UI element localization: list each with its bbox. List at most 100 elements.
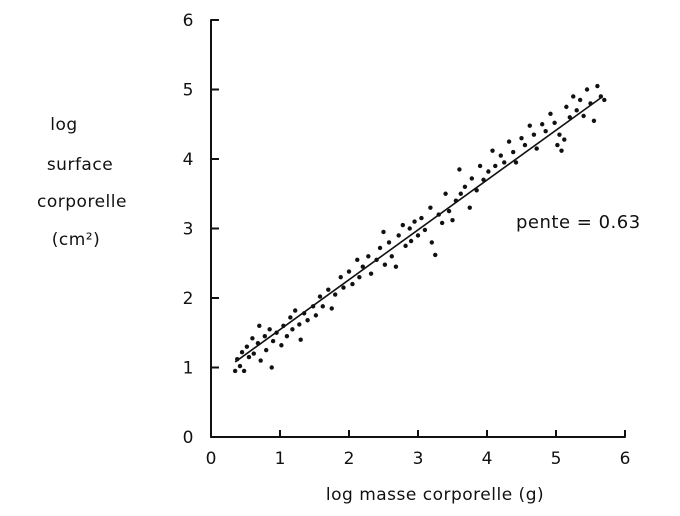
data-point: [237, 363, 243, 369]
data-point: [540, 122, 545, 127]
y-axis-title-line-4: (cm²): [52, 230, 101, 250]
plot-marks: [232, 83, 607, 374]
data-point: [543, 129, 548, 134]
data-point: [511, 149, 516, 155]
data-point: [457, 167, 462, 172]
data-point: [270, 338, 276, 344]
data-point: [577, 97, 583, 103]
x-tick-label: 6: [620, 449, 631, 469]
x-tick-label: 5: [551, 449, 562, 469]
data-point: [436, 212, 441, 217]
data-point: [368, 271, 374, 276]
data-point: [389, 254, 394, 259]
data-point: [258, 358, 263, 363]
data-point: [264, 347, 269, 353]
data-point: [341, 285, 346, 290]
y-tick-label: 6: [183, 11, 194, 31]
data-point: [408, 238, 414, 244]
data-point: [305, 318, 310, 323]
data-point: [548, 111, 553, 117]
data-point: [591, 118, 597, 123]
data-point: [419, 215, 424, 221]
data-point: [301, 311, 307, 316]
data-point: [357, 274, 362, 280]
data-point: [522, 142, 528, 148]
data-point: [403, 243, 408, 249]
data-point: [467, 205, 472, 210]
regression-line: [234, 97, 602, 363]
data-point: [474, 188, 479, 193]
data-point: [498, 153, 503, 158]
x-tick-label: 1: [275, 449, 286, 469]
x-tick-label: 2: [344, 449, 355, 469]
data-point: [555, 142, 560, 148]
y-axis-title-line-2: surface: [47, 155, 113, 175]
x-tick-label: 4: [482, 449, 493, 469]
data-point: [297, 322, 302, 327]
data-point: [366, 254, 371, 259]
data-point: [255, 340, 261, 346]
data-point: [239, 350, 245, 355]
data-point: [250, 336, 255, 341]
y-axis-title-line-1: log: [50, 115, 77, 135]
data-point: [374, 257, 379, 262]
data-point: [519, 135, 524, 141]
data-point: [552, 120, 557, 126]
data-point: [486, 169, 491, 174]
data-point: [506, 139, 512, 144]
data-point: [396, 233, 401, 238]
data-point: [481, 177, 486, 183]
data-point: [502, 160, 507, 165]
y-axis-title: log surface corporelle (cm²): [37, 115, 127, 250]
data-point: [513, 160, 519, 165]
x-tick-label: 3: [413, 449, 424, 469]
data-point: [453, 198, 459, 203]
data-point: [382, 262, 388, 267]
data-point: [412, 219, 417, 224]
data-point: [279, 343, 284, 348]
data-point: [360, 264, 365, 269]
data-point: [381, 229, 386, 235]
data-point: [262, 334, 268, 339]
data-point: [407, 226, 412, 231]
data-point: [232, 368, 238, 374]
data-point: [567, 115, 572, 120]
data-point: [588, 101, 593, 106]
data-point: [310, 304, 316, 309]
data-point: [439, 220, 445, 226]
y-axis-title-line-3: corporelle: [37, 192, 127, 212]
data-point: [534, 146, 539, 151]
data-point: [235, 356, 240, 362]
x-axis-title: log masse corporelle (g): [326, 485, 544, 505]
y-axis: 0 1 2 3 4 5 6: [183, 11, 219, 448]
data-point: [400, 222, 406, 228]
data-point: [527, 123, 532, 128]
data-point: [290, 327, 295, 332]
data-point: [292, 308, 298, 313]
data-point: [288, 315, 293, 320]
data-point: [281, 323, 286, 328]
data-point: [313, 313, 319, 318]
data-point: [320, 304, 325, 309]
data-point: [355, 257, 360, 262]
y-tick-label: 2: [183, 289, 194, 309]
y-tick-label: 4: [183, 150, 194, 170]
data-point: [602, 97, 607, 103]
y-tick-label: 5: [183, 81, 194, 101]
data-point: [329, 306, 334, 311]
data-point: [422, 227, 428, 233]
data-point: [559, 148, 564, 153]
data-point: [338, 274, 343, 280]
data-point: [433, 252, 438, 258]
data-point: [581, 113, 586, 119]
data-point: [377, 245, 383, 251]
data-point: [386, 240, 392, 245]
data-point: [490, 148, 495, 153]
data-point: [274, 330, 279, 335]
data-point: [462, 184, 468, 189]
data-point: [429, 240, 434, 245]
data-point: [584, 87, 590, 92]
data-point: [415, 233, 421, 238]
x-tick-label: 0: [206, 449, 217, 469]
